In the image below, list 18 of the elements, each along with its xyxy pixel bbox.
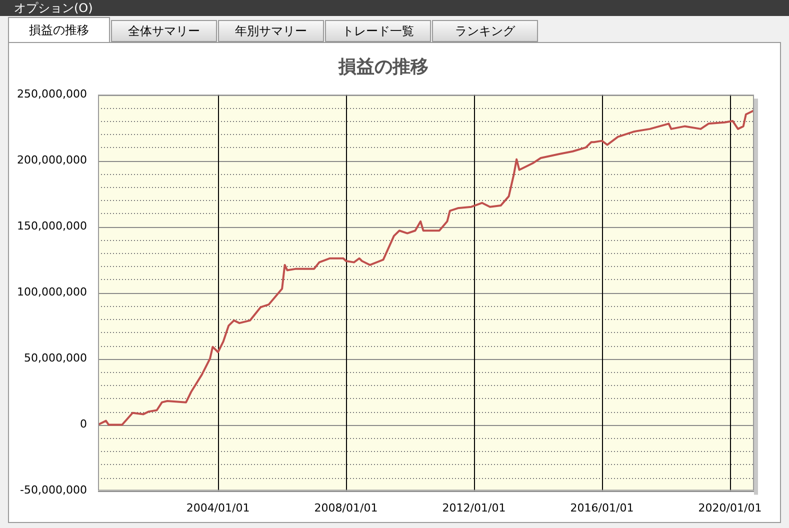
x-tick-label: 2020/01/01 (698, 501, 762, 514)
y-tick-label: 0 (80, 418, 87, 431)
x-tick-label: 2004/01/01 (186, 501, 250, 514)
text: 年別サマリー (218, 20, 324, 42)
text: 全体サマリー (111, 20, 217, 42)
text: ランキング (432, 20, 538, 42)
chart-title: 損益の推移 (338, 56, 428, 78)
text: オプション(O) (0, 0, 789, 16)
y-tick-label: 150,000,000 (17, 220, 87, 233)
y-tick-label: 200,000,000 (17, 153, 87, 166)
y-tick-label: 100,000,000 (17, 286, 87, 299)
y-tick-label: 50,000,000 (24, 352, 87, 365)
text: トレード一覧 (325, 20, 431, 42)
x-tick-label: 2008/01/01 (314, 501, 378, 514)
x-tick-label: 2012/01/01 (442, 501, 506, 514)
y-tick-label: 250,000,000 (17, 87, 87, 100)
y-tick-label: -50,000,000 (20, 484, 87, 497)
x-tick-label: 2016/01/01 (570, 501, 634, 514)
